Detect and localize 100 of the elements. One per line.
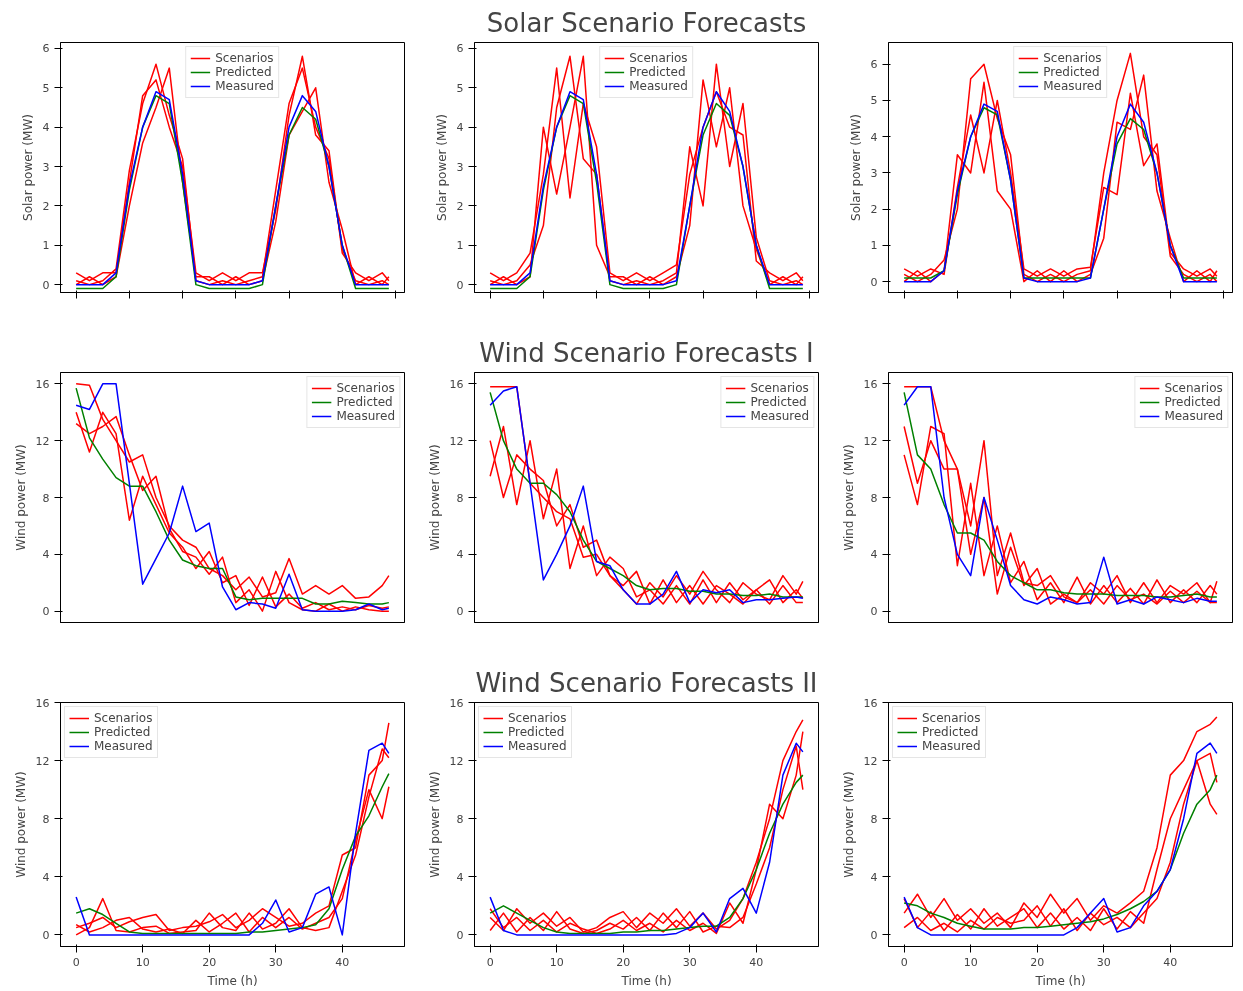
chart-title: Solar Scenario Forecasts <box>486 7 807 38</box>
legend-label: Predicted <box>1043 65 1100 79</box>
legend-label: Predicted <box>336 395 393 409</box>
y-tick-label: 8 <box>456 812 464 826</box>
legend-label: Measured <box>1164 409 1223 423</box>
y-axis-title: Solar power (MW) <box>434 114 449 221</box>
x-tick-label: 0 <box>72 955 80 969</box>
legend-label: Scenarios <box>1164 381 1223 395</box>
legend-label: Measured <box>750 409 809 423</box>
x-tick-label: 10 <box>549 955 564 969</box>
y-tick-label: 8 <box>42 812 50 826</box>
y-tick-label: 4 <box>456 121 464 135</box>
y-tick-label: 4 <box>870 130 878 144</box>
legend-label: Scenarios <box>94 711 153 725</box>
y-tick-label: 8 <box>870 491 878 505</box>
y-tick-label: 4 <box>456 548 464 562</box>
y-tick-label: 8 <box>870 812 878 826</box>
x-tick-label: 40 <box>749 955 764 969</box>
y-tick-label: 4 <box>456 870 464 884</box>
y-axis-title: Wind power (MW) <box>13 444 28 551</box>
y-tick-label: 4 <box>870 870 878 884</box>
x-tick-label: 20 <box>202 955 217 969</box>
legend-label: Predicted <box>215 65 272 79</box>
legend-label: Scenarios <box>750 381 809 395</box>
legend-label: Scenarios <box>215 51 274 65</box>
chart-title: Wind Scenario Forecasts I <box>479 337 814 368</box>
y-tick-label: 16 <box>35 377 50 391</box>
y-tick-label: 4 <box>42 548 50 562</box>
x-tick-label: 40 <box>1163 955 1178 969</box>
y-tick-label: 16 <box>863 696 878 710</box>
y-axis-title: Solar power (MW) <box>848 114 863 221</box>
y-tick-label: 2 <box>42 199 50 213</box>
x-axis-title: Time (h) <box>206 973 258 988</box>
x-tick-label: 20 <box>616 955 631 969</box>
x-tick-label: 30 <box>268 955 283 969</box>
y-axis-title: Wind power (MW) <box>13 771 28 878</box>
y-tick-label: 5 <box>42 81 50 95</box>
y-tick-label: 12 <box>35 754 50 768</box>
x-tick-label: 10 <box>135 955 150 969</box>
y-tick-label: 0 <box>870 928 878 942</box>
chart-title: Wind Scenario Forecasts II <box>475 667 818 698</box>
y-tick-label: 8 <box>456 491 464 505</box>
x-tick-label: 0 <box>486 955 494 969</box>
y-axis-title: Wind power (MW) <box>841 444 856 551</box>
y-tick-label: 12 <box>449 754 464 768</box>
y-tick-label: 1 <box>870 239 878 253</box>
y-tick-label: 16 <box>449 377 464 391</box>
legend-label: Predicted <box>1164 395 1221 409</box>
y-tick-label: 12 <box>35 434 50 448</box>
y-tick-label: 8 <box>42 491 50 505</box>
y-tick-label: 0 <box>456 278 464 292</box>
y-tick-label: 12 <box>863 754 878 768</box>
legend-label: Scenarios <box>508 711 567 725</box>
legend-label: Scenarios <box>922 711 981 725</box>
legend-label: Measured <box>1043 79 1102 93</box>
y-tick-label: 5 <box>870 94 878 108</box>
x-tick-label: 30 <box>682 955 697 969</box>
y-tick-label: 4 <box>42 121 50 135</box>
legend-label: Predicted <box>94 725 151 739</box>
x-axis-title: Time (h) <box>620 973 672 988</box>
y-tick-label: 6 <box>42 42 50 56</box>
legend-label: Predicted <box>750 395 807 409</box>
y-tick-label: 1 <box>42 239 50 253</box>
x-tick-label: 10 <box>963 955 978 969</box>
legend-label: Measured <box>629 79 688 93</box>
y-axis-title: Solar power (MW) <box>20 114 35 221</box>
legend-label: Measured <box>94 739 153 753</box>
y-tick-label: 3 <box>456 160 464 174</box>
y-tick-label: 2 <box>456 199 464 213</box>
y-axis-title: Wind power (MW) <box>427 771 442 878</box>
legend-label: Scenarios <box>629 51 688 65</box>
legend-label: Measured <box>922 739 981 753</box>
y-tick-label: 16 <box>863 377 878 391</box>
legend-label: Measured <box>336 409 395 423</box>
y-tick-label: 0 <box>870 275 878 289</box>
y-tick-label: 6 <box>456 42 464 56</box>
y-tick-label: 5 <box>456 81 464 95</box>
legend-label: Measured <box>215 79 274 93</box>
y-tick-label: 0 <box>456 928 464 942</box>
legend-label: Predicted <box>629 65 686 79</box>
x-tick-label: 30 <box>1096 955 1111 969</box>
legend-label: Scenarios <box>336 381 395 395</box>
y-tick-label: 6 <box>870 58 878 72</box>
y-tick-label: 12 <box>863 434 878 448</box>
y-tick-label: 16 <box>449 696 464 710</box>
y-tick-label: 2 <box>870 203 878 217</box>
y-tick-label: 4 <box>870 548 878 562</box>
legend-label: Scenarios <box>1043 51 1102 65</box>
y-tick-label: 16 <box>35 696 50 710</box>
legend-label: Measured <box>508 739 567 753</box>
legend-label: Predicted <box>508 725 565 739</box>
y-tick-label: 12 <box>449 434 464 448</box>
y-axis-title: Wind power (MW) <box>841 771 856 878</box>
y-tick-label: 1 <box>456 239 464 253</box>
x-tick-label: 40 <box>335 955 350 969</box>
y-tick-label: 3 <box>42 160 50 174</box>
y-tick-label: 0 <box>42 605 50 619</box>
legend-label: Predicted <box>922 725 979 739</box>
y-tick-label: 0 <box>42 278 50 292</box>
x-tick-label: 20 <box>1030 955 1045 969</box>
